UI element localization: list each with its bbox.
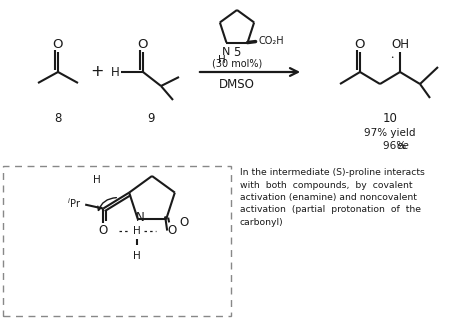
Text: O: O	[179, 216, 189, 229]
Text: CO₂H: CO₂H	[259, 36, 284, 45]
Text: H: H	[133, 251, 141, 260]
Text: H: H	[93, 175, 101, 184]
Text: H: H	[110, 66, 119, 79]
Text: OH: OH	[391, 38, 409, 52]
Text: N: N	[222, 46, 231, 57]
Text: 10: 10	[383, 112, 397, 125]
Text: O: O	[167, 224, 176, 237]
Text: DMSO: DMSO	[219, 79, 255, 92]
Text: •: •	[390, 56, 394, 60]
Text: H: H	[218, 55, 225, 65]
Text: 96%: 96%	[383, 141, 410, 151]
Text: O: O	[53, 38, 63, 52]
Text: N: N	[136, 211, 144, 224]
Text: O: O	[138, 38, 148, 52]
Text: $^{i}$Pr: $^{i}$Pr	[67, 197, 81, 211]
Text: +: +	[90, 65, 104, 80]
FancyArrowPatch shape	[98, 198, 117, 211]
Text: 97% yield: 97% yield	[364, 128, 416, 138]
Text: 5: 5	[233, 45, 241, 59]
Bar	[3, 166, 231, 316]
Text: 9: 9	[147, 112, 155, 125]
Text: (30 mol%): (30 mol%)	[212, 58, 262, 68]
Text: ee: ee	[397, 141, 410, 151]
Text: 8: 8	[55, 112, 62, 125]
Text: In the intermediate (S)-proline interacts
with  both  compounds,  by  covalent
a: In the intermediate (S)-proline interact…	[240, 168, 425, 227]
Text: O: O	[99, 224, 108, 237]
Text: H: H	[133, 225, 141, 236]
Text: O: O	[355, 38, 365, 52]
